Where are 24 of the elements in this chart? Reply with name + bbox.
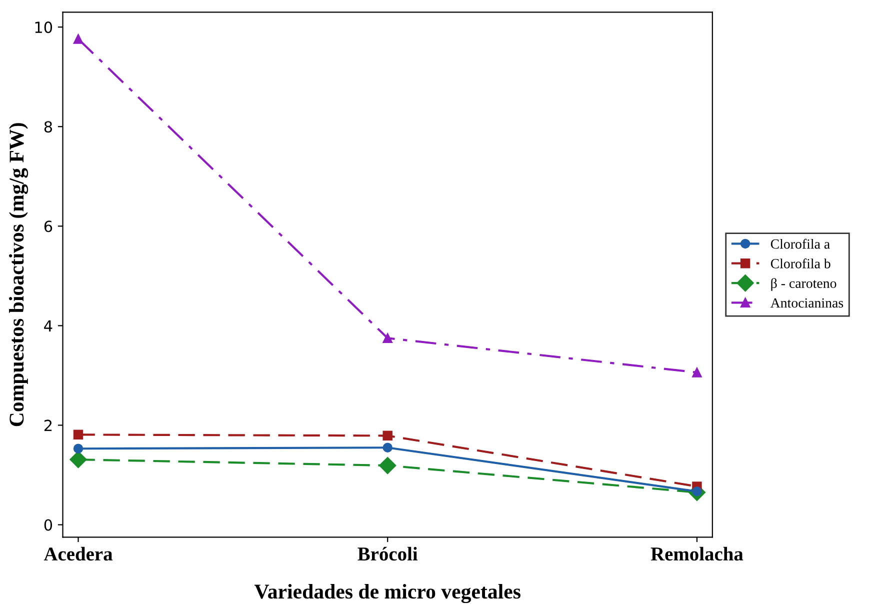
point: [70, 451, 87, 468]
legend-label: Clorofila b: [770, 258, 830, 268]
legend-label: Clorofila a: [770, 238, 830, 249]
y-tick-label: 0: [44, 519, 52, 531]
point: [382, 442, 392, 452]
point: [73, 34, 84, 44]
legend-label: Antocianinas: [770, 298, 844, 308]
y-tick-label: 8: [44, 121, 52, 133]
point: [382, 430, 392, 441]
x-tick-label: Brócoli: [358, 546, 418, 561]
point: [692, 368, 702, 378]
x-tick-label: Acedera: [44, 546, 113, 561]
point: [73, 430, 84, 440]
point: [382, 333, 392, 343]
point: [73, 444, 84, 454]
y-tick-label: 2: [44, 420, 52, 432]
y-axis-title: Compuestos bioactivos (mg/g FW): [9, 123, 28, 426]
x-axis-title: Variedades de micro vegetales: [254, 584, 520, 604]
legend-label: β - caroteno: [771, 278, 836, 291]
y-tick-label: 10: [35, 22, 52, 34]
y-tick-label: 6: [44, 220, 52, 232]
y-tick-label: 4: [44, 320, 52, 332]
point: [379, 456, 396, 474]
x-tick-label: Remolacha: [650, 546, 744, 561]
